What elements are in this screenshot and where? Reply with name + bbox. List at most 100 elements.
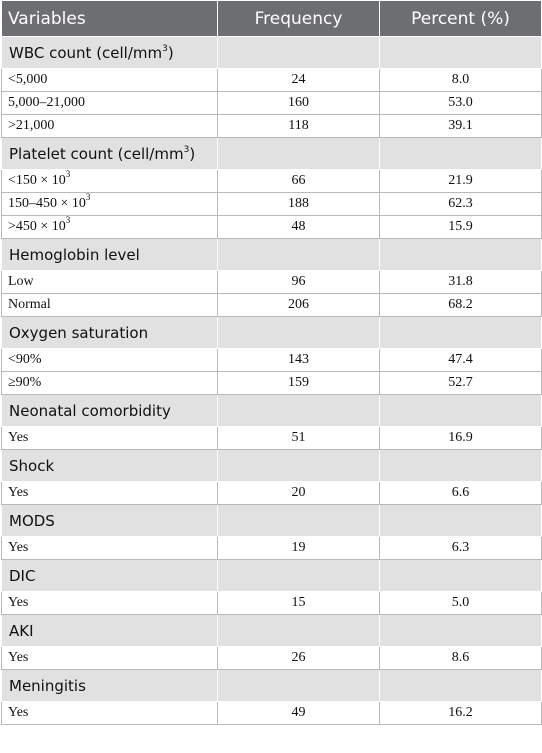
category-title: Meningitis bbox=[9, 676, 86, 695]
table-row: Yes 51 16.9 bbox=[1, 426, 542, 450]
percent-cell: 53.0 bbox=[379, 91, 542, 115]
row-label-text: Yes bbox=[8, 595, 29, 610]
row-label: ≥90% bbox=[1, 371, 218, 395]
category-title: Oxygen saturation bbox=[9, 323, 149, 342]
table-row: <150 × 103 66 21.9 bbox=[1, 169, 542, 193]
row-label-text: <5,000 bbox=[8, 72, 48, 87]
row-label: <5,000 bbox=[1, 68, 218, 92]
category-title: DIC bbox=[9, 566, 36, 585]
category-empty-cell bbox=[217, 504, 380, 537]
category-label: MODS bbox=[1, 504, 218, 537]
row-label: 5,000–21,000 bbox=[1, 91, 218, 115]
table-row: Yes 19 6.3 bbox=[1, 536, 542, 560]
header-row: Variables Frequency Percent (%) bbox=[1, 0, 542, 37]
row-label-text: >450 × 10 bbox=[8, 219, 66, 234]
row-label-text: 5,000–21,000 bbox=[8, 95, 85, 110]
category-empty-cell bbox=[379, 614, 542, 647]
table-row: Yes 15 5.0 bbox=[1, 591, 542, 615]
category-empty-cell bbox=[217, 669, 380, 702]
table-row: ≥90% 159 52.7 bbox=[1, 371, 542, 395]
row-label-text: Yes bbox=[8, 705, 29, 720]
category-empty-cell bbox=[379, 36, 542, 69]
category-row: Platelet count (cell/mm3) bbox=[1, 137, 542, 170]
percent-cell: 62.3 bbox=[379, 192, 542, 216]
frequency-cell: 15 bbox=[217, 591, 380, 615]
row-label: Yes bbox=[1, 536, 218, 560]
frequency-cell: 19 bbox=[217, 536, 380, 560]
table-row: Yes 26 8.6 bbox=[1, 646, 542, 670]
category-row: Meningitis bbox=[1, 669, 542, 702]
row-label-text: Yes bbox=[8, 485, 29, 500]
table-row: 5,000–21,000 160 53.0 bbox=[1, 91, 542, 115]
category-title-superscript: 3 bbox=[162, 43, 168, 54]
category-empty-cell bbox=[379, 316, 542, 349]
table-row: <90% 143 47.4 bbox=[1, 348, 542, 372]
category-title: Hemoglobin level bbox=[9, 245, 140, 264]
row-label-text: >21,000 bbox=[8, 118, 55, 133]
category-title-suffix: ) bbox=[167, 43, 174, 62]
category-row: Neonatal comorbidity bbox=[1, 394, 542, 427]
category-title: Neonatal comorbidity bbox=[9, 401, 171, 420]
category-empty-cell bbox=[379, 238, 542, 271]
row-label-text: <90% bbox=[8, 352, 42, 367]
table-row: >21,000 118 39.1 bbox=[1, 114, 542, 138]
frequency-cell: 143 bbox=[217, 348, 380, 372]
category-label: Platelet count (cell/mm3) bbox=[1, 137, 218, 170]
category-label: WBC count (cell/mm3) bbox=[1, 36, 218, 69]
category-row: Oxygen saturation bbox=[1, 316, 542, 349]
category-title: MODS bbox=[9, 511, 55, 530]
row-label: 150–450 × 103 bbox=[1, 192, 218, 216]
category-label: Neonatal comorbidity bbox=[1, 394, 218, 427]
row-label-text: Yes bbox=[8, 430, 29, 445]
row-label-text: <150 × 10 bbox=[8, 173, 66, 188]
category-label: DIC bbox=[1, 559, 218, 592]
row-label: <90% bbox=[1, 348, 218, 372]
percent-cell: 31.8 bbox=[379, 270, 542, 294]
table-body: Variables Frequency Percent (%) WBC coun… bbox=[1, 0, 542, 725]
category-row: WBC count (cell/mm3) bbox=[1, 36, 542, 69]
category-title: WBC count (cell/mm bbox=[9, 43, 163, 62]
header-variables: Variables bbox=[1, 0, 218, 37]
category-empty-cell bbox=[217, 394, 380, 427]
percent-cell: 5.0 bbox=[379, 591, 542, 615]
frequency-cell: 49 bbox=[217, 701, 380, 725]
header-percent: Percent (%) bbox=[379, 0, 542, 37]
frequency-cell: 96 bbox=[217, 270, 380, 294]
percent-cell: 68.2 bbox=[379, 293, 542, 317]
frequency-cell: 20 bbox=[217, 481, 380, 505]
row-label-text: Normal bbox=[8, 297, 51, 312]
row-label: Yes bbox=[1, 591, 218, 615]
category-empty-cell bbox=[217, 559, 380, 592]
row-label: >450 × 103 bbox=[1, 215, 218, 239]
category-title: Shock bbox=[9, 456, 55, 475]
row-label-text: Low bbox=[8, 274, 34, 289]
category-row: AKI bbox=[1, 614, 542, 647]
row-label: Yes bbox=[1, 646, 218, 670]
percent-cell: 52.7 bbox=[379, 371, 542, 395]
frequency-cell: 159 bbox=[217, 371, 380, 395]
category-title-suffix: ) bbox=[189, 144, 196, 163]
row-label-superscript: 3 bbox=[85, 192, 91, 202]
percent-cell: 8.6 bbox=[379, 646, 542, 670]
row-label: >21,000 bbox=[1, 114, 218, 138]
row-label-superscript: 3 bbox=[65, 169, 71, 179]
percent-cell: 39.1 bbox=[379, 114, 542, 138]
category-title: Platelet count (cell/mm bbox=[9, 144, 184, 163]
header-frequency: Frequency bbox=[217, 0, 380, 37]
category-empty-cell bbox=[379, 504, 542, 537]
percent-cell: 6.3 bbox=[379, 536, 542, 560]
category-empty-cell bbox=[379, 137, 542, 170]
frequency-cell: 48 bbox=[217, 215, 380, 239]
percent-cell: 47.4 bbox=[379, 348, 542, 372]
category-row: DIC bbox=[1, 559, 542, 592]
category-row: Shock bbox=[1, 449, 542, 482]
frequency-cell: 66 bbox=[217, 169, 380, 193]
frequency-cell: 206 bbox=[217, 293, 380, 317]
frequency-cell: 160 bbox=[217, 91, 380, 115]
table-row: Yes 20 6.6 bbox=[1, 481, 542, 505]
row-label: Yes bbox=[1, 481, 218, 505]
percent-cell: 16.2 bbox=[379, 701, 542, 725]
row-label-text: Yes bbox=[8, 540, 29, 555]
percent-cell: 15.9 bbox=[379, 215, 542, 239]
row-label: Normal bbox=[1, 293, 218, 317]
